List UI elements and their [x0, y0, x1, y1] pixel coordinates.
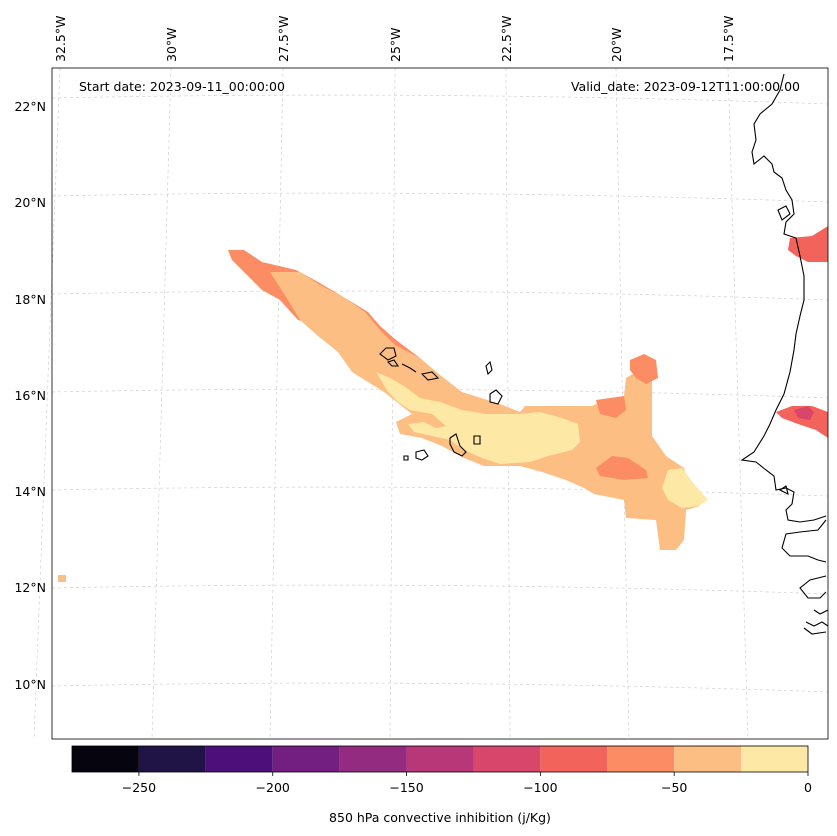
colorbar-bin-0: [72, 746, 139, 772]
grid-lat-10: [51, 682, 829, 693]
colorbar-bin-7: [540, 746, 608, 772]
grid-lon-25: [389, 67, 396, 740]
cin-contour-coast-red-south: [776, 406, 828, 438]
grid-lat-12: [51, 584, 829, 595]
longitude-labels: 32.5°W 30°W 27.5°W 25°W 22.5°W 20°W 17.5…: [53, 16, 736, 62]
colorbar-bin-2: [205, 746, 273, 772]
grid-lat-20: [51, 192, 829, 203]
cin-contour-yellow-tip: [662, 468, 708, 508]
colorbar-bin-4: [339, 746, 407, 772]
colorbar-label: 850 hPa convective inhibition (j/Kg): [329, 810, 551, 825]
latitude-labels: 22°N 20°N 18°N 16°N 14°N 12°N 10°N: [14, 99, 46, 692]
island-coast-small-2: [778, 485, 789, 496]
colorbar-bin-9: [674, 746, 742, 772]
cin-contour-orange-north-lobe: [630, 354, 658, 384]
colorbar-tick-label-3: −100: [523, 780, 557, 795]
colorbar-bin-5: [406, 746, 474, 772]
colorbar-tick-label-1: −200: [256, 780, 290, 795]
island-sal: [485, 360, 493, 376]
grid-lon-22-5: [505, 67, 511, 740]
island-sao-nicolau: [401, 363, 417, 373]
lat-label-20n: 20°N: [14, 195, 46, 210]
colorbar-tick-label-4: −50: [661, 780, 687, 795]
lat-label-18n: 18°N: [14, 292, 46, 307]
island-fogo: [415, 449, 429, 461]
lon-label-30w: 30°W: [164, 27, 179, 62]
lat-label-16n: 16°N: [14, 388, 46, 403]
island-east-small: [420, 371, 440, 381]
africa-coastline-south: [781, 519, 829, 635]
lat-label-22n: 22°N: [14, 99, 46, 114]
grid-lon-20: [615, 67, 630, 740]
start-date-text: Start date: 2023-09-11_00:00:00: [79, 79, 285, 94]
colorbar-ticks: −250 −200 −150 −100 −50 0: [122, 772, 812, 795]
lon-label-25w: 25°W: [388, 27, 403, 62]
cin-contour-orange-right-lobe: [596, 396, 626, 418]
lat-label-14n: 14°N: [14, 484, 46, 499]
cin-contour-coast-magenta: [794, 406, 814, 420]
lon-label-32-5w: 32.5°W: [53, 16, 68, 62]
island-maio: [473, 435, 481, 445]
cin-contour-orange-inner: [596, 456, 648, 480]
colorbar-bin-1: [138, 746, 206, 772]
island-coast-small-1: [777, 205, 791, 221]
lat-label-12n: 12°N: [14, 580, 46, 595]
lon-label-22-5w: 22.5°W: [499, 16, 514, 62]
island-sao-vicente: [386, 359, 400, 367]
grid-lon-30: [151, 67, 172, 740]
grid-lon-17-5: [727, 67, 749, 740]
colorbar-bins: [72, 746, 808, 772]
cin-contour-small-patch: [58, 575, 66, 582]
colorbar-frame: [71, 745, 809, 773]
lat-label-10n: 10°N: [14, 677, 46, 692]
cin-contour-yellow-core: [376, 372, 580, 464]
island-santo-antao: [379, 347, 397, 361]
colorbar: −250 −200 −150 −100 −50 0 850 hPa convective …: [71, 745, 812, 825]
colorbar-tick-label-2: −150: [389, 780, 423, 795]
graticule: [33, 67, 829, 740]
grid-lat-18: [51, 290, 829, 301]
map-frame: [51, 67, 829, 740]
island-boa-vista: [489, 389, 503, 405]
grid-lon-27-5: [269, 67, 284, 740]
grid-lat-22: [51, 94, 829, 105]
lon-label-17-5w: 17.5°W: [721, 16, 736, 62]
lon-label-27-5w: 27.5°W: [276, 16, 291, 62]
cin-contour-light-orange-main: [270, 272, 700, 550]
lon-label-20w: 20°W: [609, 27, 624, 62]
colorbar-tick-label-5: 0: [804, 780, 812, 795]
grid-lat-16: [51, 388, 829, 399]
island-santiago: [449, 433, 467, 457]
colorbar-bin-8: [607, 746, 675, 772]
island-brava: [403, 455, 409, 461]
grid-lon-32-5: [33, 67, 61, 740]
cin-contour-coast-red-north: [788, 226, 828, 262]
cin-contours: [58, 226, 828, 582]
colorbar-bin-6: [473, 746, 541, 772]
grid-lat-14: [51, 486, 829, 497]
map-area: Start date: 2023-09-11_00:00:00 Valid_da…: [33, 67, 829, 740]
colorbar-bin-10: [741, 746, 808, 772]
coastlines: [379, 73, 829, 635]
colorbar-tick-label-0: −250: [122, 780, 156, 795]
valid-date-text: Valid_date: 2023-09-12T11:00:00.00: [571, 79, 800, 94]
colorbar-bin-3: [272, 746, 340, 772]
